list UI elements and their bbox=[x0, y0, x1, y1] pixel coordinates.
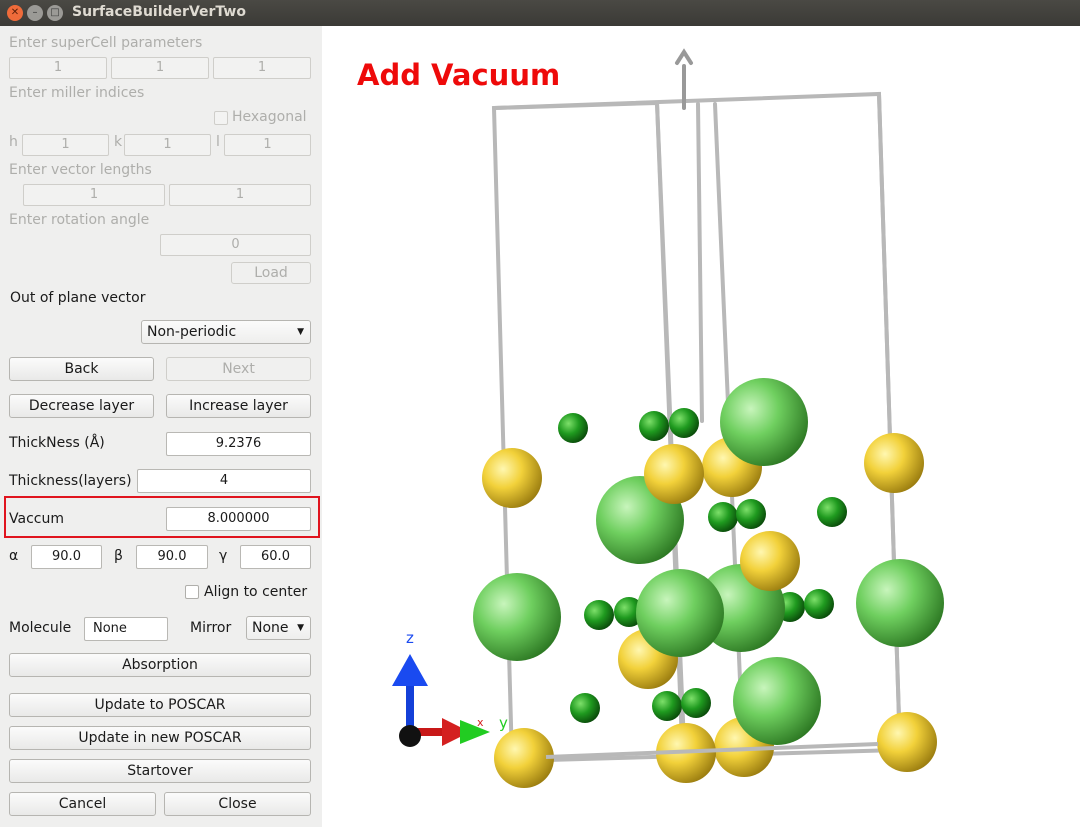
thickness-layers-input[interactable]: 4 bbox=[137, 469, 311, 493]
gamma-label: γ bbox=[219, 548, 228, 564]
vacuum-highlight-box bbox=[4, 496, 320, 538]
yellow-atoms bbox=[482, 433, 937, 788]
l-label: l bbox=[216, 134, 220, 150]
hexagonal-label: Hexagonal bbox=[232, 109, 307, 125]
startover-button[interactable]: Startover bbox=[9, 759, 311, 783]
mirror-value: None bbox=[252, 620, 289, 636]
thickness-angstrom-input[interactable]: 9.2376 bbox=[166, 432, 311, 456]
control-panel: Enter superCell parameters 1 1 1 Enter m… bbox=[0, 26, 322, 827]
h-input[interactable]: 1 bbox=[22, 134, 109, 156]
supercell-label: Enter superCell parameters bbox=[9, 35, 203, 51]
absorption-button[interactable]: Absorption bbox=[9, 653, 311, 677]
beta-label: β bbox=[114, 548, 123, 564]
beta-input[interactable]: 90.0 bbox=[136, 545, 208, 569]
decrease-layer-button[interactable]: Decrease layer bbox=[9, 394, 154, 418]
supercell-a-input[interactable]: 1 bbox=[9, 57, 107, 79]
supercell-b-input[interactable]: 1 bbox=[111, 57, 209, 79]
axis-triad bbox=[392, 654, 490, 747]
back-button[interactable]: Back bbox=[9, 357, 154, 381]
hexagonal-checkbox[interactable] bbox=[214, 111, 228, 125]
mirror-label: Mirror bbox=[190, 620, 232, 636]
vector-length-2-input[interactable]: 1 bbox=[169, 184, 311, 206]
close-button[interactable]: Close bbox=[164, 792, 311, 816]
window-title: SurfaceBuilderVerTwo bbox=[72, 4, 246, 20]
chevron-down-icon: ▼ bbox=[297, 327, 304, 337]
k-input[interactable]: 1 bbox=[124, 134, 211, 156]
next-button[interactable]: Next bbox=[166, 357, 311, 381]
update-new-poscar-button[interactable]: Update in new POSCAR bbox=[9, 726, 311, 750]
load-button[interactable]: Load bbox=[231, 262, 311, 284]
chevron-down-icon: ▼ bbox=[297, 623, 304, 633]
green-small-atoms bbox=[558, 408, 847, 723]
vector-lengths-label: Enter vector lengths bbox=[9, 162, 152, 178]
out-of-plane-select[interactable]: Non-periodic ▼ bbox=[141, 320, 311, 344]
gamma-input[interactable]: 60.0 bbox=[240, 545, 311, 569]
supercell-c-input[interactable]: 1 bbox=[213, 57, 311, 79]
green-large-atoms bbox=[473, 378, 944, 745]
update-poscar-button[interactable]: Update to POSCAR bbox=[9, 693, 311, 717]
z-axis-label: z bbox=[406, 629, 414, 647]
align-center-label: Align to center bbox=[204, 584, 308, 600]
thickness-layers-label: Thickness(layers) bbox=[9, 473, 132, 489]
molecule-label: Molecule bbox=[9, 620, 72, 636]
rotation-label: Enter rotation angle bbox=[9, 212, 150, 228]
align-center-checkbox[interactable] bbox=[185, 585, 199, 599]
mirror-select[interactable]: None ▼ bbox=[246, 616, 311, 640]
molecule-input[interactable]: None bbox=[84, 617, 168, 641]
add-vacuum-annotation: Add Vacuum bbox=[357, 58, 561, 92]
minimize-window-icon[interactable]: – bbox=[27, 5, 43, 21]
y-axis-label: y bbox=[499, 714, 508, 732]
structure-viewer[interactable]: Add Vacuum z y x bbox=[322, 26, 1080, 827]
k-label: k bbox=[114, 134, 123, 150]
cancel-button[interactable]: Cancel bbox=[9, 792, 156, 816]
unit-cell-lines bbox=[491, 48, 903, 764]
increase-layer-button[interactable]: Increase layer bbox=[166, 394, 311, 418]
l-input[interactable]: 1 bbox=[224, 134, 311, 156]
cell-bottom-edge bbox=[545, 742, 879, 759]
close-window-icon[interactable]: ✕ bbox=[7, 5, 23, 21]
rotation-input[interactable]: 0 bbox=[160, 234, 311, 256]
h-label: h bbox=[9, 134, 18, 150]
alpha-input[interactable]: 90.0 bbox=[31, 545, 102, 569]
x-axis-label: x bbox=[477, 716, 484, 729]
maximize-window-icon[interactable]: □ bbox=[47, 5, 63, 21]
vacuum-label: Vaccum bbox=[9, 511, 64, 527]
vacuum-input[interactable]: 8.000000 bbox=[166, 507, 311, 531]
miller-label: Enter miller indices bbox=[9, 85, 145, 101]
out-of-plane-value: Non-periodic bbox=[147, 324, 237, 340]
vector-length-1-input[interactable]: 1 bbox=[23, 184, 165, 206]
title-bar: ✕ – □ SurfaceBuilderVerTwo bbox=[0, 0, 1080, 26]
out-of-plane-label: Out of plane vector bbox=[10, 290, 146, 306]
crystal-render bbox=[392, 48, 944, 788]
thickness-angstrom-label: ThickNess (Å) bbox=[9, 435, 105, 451]
alpha-label: α bbox=[9, 548, 19, 564]
